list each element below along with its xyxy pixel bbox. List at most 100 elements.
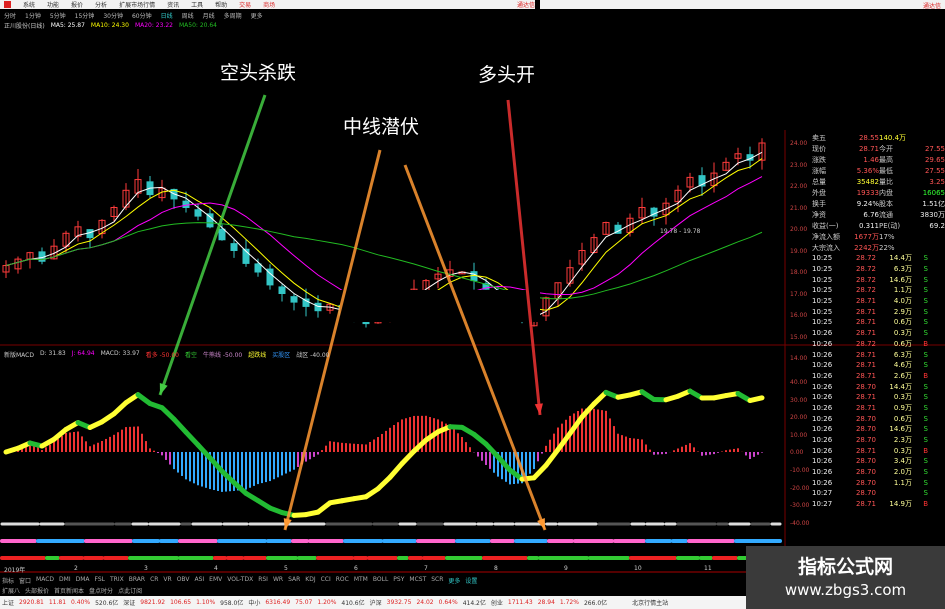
stock-name: 正川股份(日线) xyxy=(4,23,45,30)
macd-d: D: 31.83 xyxy=(40,350,66,357)
indicator-tab[interactable]: BRAR xyxy=(128,576,146,583)
indicator-tab[interactable]: VR xyxy=(163,576,172,583)
menu-function[interactable]: 功能 xyxy=(47,2,60,9)
indicator-tab[interactable]: MCST xyxy=(409,576,427,583)
server-name[interactable]: 北京行情主站 xyxy=(632,600,669,607)
indicator-tab[interactable]: 更多 xyxy=(448,578,461,585)
mall-button[interactable]: 商场 xyxy=(263,2,276,9)
candle xyxy=(218,228,226,241)
indicator-tab[interactable]: VOL-TDX xyxy=(227,576,254,583)
indicator-tab[interactable]: WR xyxy=(272,576,284,583)
macd-tick: -10.00 xyxy=(790,467,810,474)
menu-system[interactable]: 系统 xyxy=(23,2,36,9)
tick-time: 10:26 xyxy=(812,457,833,466)
tick-time: 10:26 xyxy=(812,425,833,434)
indicator-tab[interactable]: 指标 xyxy=(2,578,15,585)
menu-news[interactable]: 资讯 xyxy=(167,2,180,9)
indicator-tab[interactable]: MTM xyxy=(353,576,368,583)
indicator-tab[interactable]: PSY xyxy=(393,576,405,583)
tick-row: 10:27 28.71 14.9万 B xyxy=(812,499,945,510)
period-tab[interactable]: 月线 xyxy=(202,12,215,20)
indicator-tab[interactable]: SAR xyxy=(288,576,301,583)
menu-analysis[interactable]: 分析 xyxy=(95,2,108,9)
price-tick: 19.00 xyxy=(790,247,808,255)
macd-tick: -30.00 xyxy=(790,502,810,510)
indicator-tab[interactable]: SCR xyxy=(431,576,444,583)
indicator-tab[interactable]: ASI xyxy=(194,576,205,583)
indicator-tab[interactable]: MACD xyxy=(36,576,55,583)
quote-row: 大宗流入 2242万 22% xyxy=(812,242,945,253)
ma-legend: 正川股份(日线) MA5: 25.87 MA10: 24.30 MA20: 23… xyxy=(0,21,217,30)
quote-field: 28.71 xyxy=(858,144,879,153)
indicator-tab[interactable]: ROC xyxy=(335,576,349,583)
tick-time: 10:26 xyxy=(812,393,833,402)
indicator-name[interactable]: 新版MACD xyxy=(4,352,34,359)
index-bar: 上证 2920.81 11.81 0.40% 520.6亿 深证 9821.92 106.65… xyxy=(0,596,945,609)
index-field[interactable]: 上证 xyxy=(2,600,15,607)
ma20-value: MA20: 23.22 xyxy=(134,22,173,29)
period-tab[interactable]: 日线 xyxy=(160,12,173,20)
menu-extended-market[interactable]: 扩展市场行情 xyxy=(119,2,156,9)
tick-side: S xyxy=(923,436,928,445)
macd-dif-line xyxy=(159,405,177,422)
quote-row: 净流入额 1677万 17% xyxy=(812,231,945,242)
indicator-tab[interactable]: TRIX xyxy=(110,576,124,583)
trade-button[interactable]: 交易 xyxy=(239,2,252,9)
indicator-tab[interactable]: FSL xyxy=(94,576,106,583)
status-item[interactable]: 首页新闻本 xyxy=(54,588,85,595)
tick-time: 10:26 xyxy=(812,371,833,380)
tick-price: 28.71 xyxy=(855,307,876,316)
menu-quote[interactable]: 报价 xyxy=(71,2,84,9)
indicator-tab[interactable]: 设置 xyxy=(465,578,478,585)
indicator-tab[interactable]: CR xyxy=(150,576,159,583)
index-field[interactable]: 深证 xyxy=(123,600,136,607)
macd-bull: 看多 -50.00 xyxy=(145,352,179,359)
index-field[interactable]: 中小 xyxy=(248,600,261,607)
period-tab[interactable]: 5分钟 xyxy=(49,12,66,20)
cover-overlay-top xyxy=(535,0,945,130)
menu-help[interactable]: 帮助 xyxy=(215,2,228,9)
tick-row: 10:26 28.70 14.6万 S xyxy=(812,424,945,435)
period-tab[interactable]: 30分钟 xyxy=(103,12,123,20)
tick-price: 28.70 xyxy=(855,457,876,466)
macd-tick: -20.00 xyxy=(790,484,810,492)
menu-bar-right: 通达信 xyxy=(540,0,945,10)
tick-row: 10:25 28.71 0.6万 S xyxy=(812,317,945,328)
indicator-tab[interactable]: DMI xyxy=(59,576,71,583)
period-tab[interactable]: 分时 xyxy=(4,12,17,20)
period-tab[interactable]: 15分钟 xyxy=(74,12,95,20)
indicator-tab[interactable]: DMA xyxy=(75,576,90,583)
status-line: 扩展八 头部报价 首页新闻本 盘点时分 点此订阅 xyxy=(0,586,142,595)
tick-time: 10:25 xyxy=(812,297,833,306)
index-field: 958.0亿 xyxy=(220,600,244,607)
indicator-tab[interactable]: EMV xyxy=(209,576,223,583)
index-field[interactable]: 沪深 xyxy=(369,600,382,607)
index-field[interactable]: 创业 xyxy=(490,600,503,607)
candle xyxy=(62,232,70,247)
period-tab[interactable]: 周线 xyxy=(181,12,194,20)
tick-price: 28.70 xyxy=(855,489,876,498)
indicator-tab[interactable]: OBV xyxy=(176,576,190,583)
indicator-tab[interactable]: KDJ xyxy=(305,576,316,583)
quote-field: 量比 xyxy=(879,177,893,186)
tick-side: S xyxy=(923,307,928,316)
tick-row: 10:25 28.72 6.3万 S xyxy=(812,264,945,275)
period-tab[interactable]: 更多 xyxy=(250,12,263,20)
macd-dif-line xyxy=(591,389,609,407)
tick-volume: 14.6万 xyxy=(889,425,912,434)
indicator-tab[interactable]: BOLL xyxy=(372,576,389,583)
indicator-tab[interactable]: RSI xyxy=(258,576,268,583)
status-item[interactable]: 扩展八 xyxy=(2,588,21,595)
period-tab[interactable]: 多周期 xyxy=(223,12,242,20)
status-item[interactable]: 盘点时分 xyxy=(89,588,114,595)
status-item[interactable]: 点此订阅 xyxy=(118,588,143,595)
quote-panel: 卖五 28.55 140.4万 现价 28.71 今开 27.55 涨跌 1.46 最高 29.65… xyxy=(812,132,945,510)
indicator-tab[interactable]: 窗口 xyxy=(19,578,32,585)
period-tab[interactable]: 1分钟 xyxy=(25,12,41,20)
menu-tools[interactable]: 工具 xyxy=(191,2,204,9)
macd-dif-line xyxy=(231,480,249,496)
indicator-tab[interactable]: CCI xyxy=(320,576,331,583)
period-tab[interactable]: 60分钟 xyxy=(131,12,152,20)
status-item[interactable]: 头部报价 xyxy=(25,588,50,595)
tick-volume: 2.3万 xyxy=(893,436,912,445)
